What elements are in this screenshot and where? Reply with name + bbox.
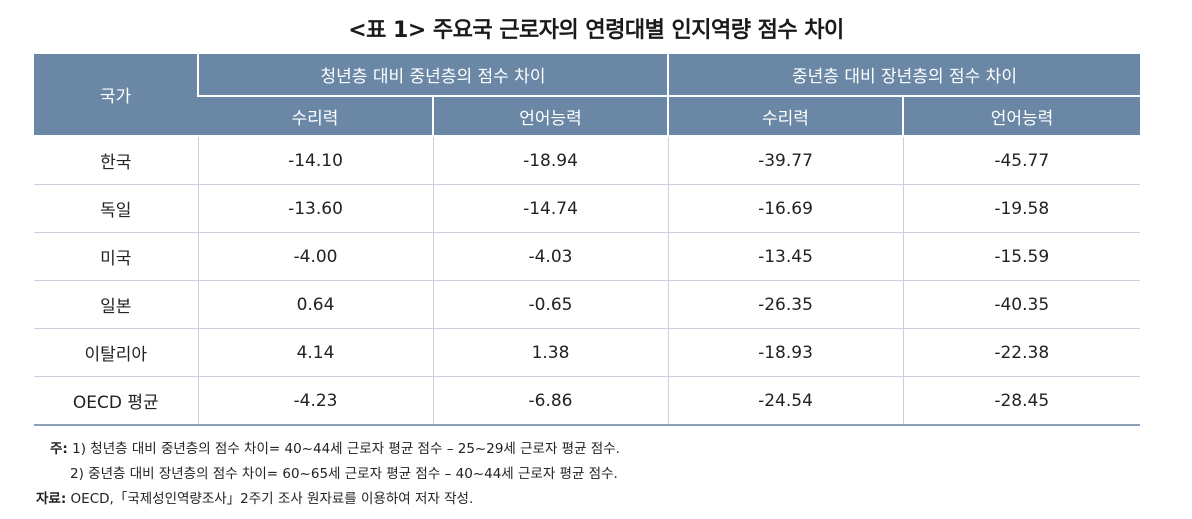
value-cell: -40.35 [902, 280, 1140, 329]
value-cell: -28.45 [902, 376, 1140, 426]
value-cell: -24.54 [667, 376, 903, 426]
sub-header-numeracy-1: 수리력 [198, 96, 433, 137]
value-cell: -22.38 [902, 328, 1140, 377]
value-cell: -18.94 [432, 136, 668, 185]
notes-label: 주: [50, 441, 68, 457]
footnote-1: 주: 1) 청년층 대비 중년층의 점수 차이= 40~44세 근로자 평균 점… [36, 437, 1156, 462]
table-row: OECD 평균 -4.23 -6.86 -24.54 -28.45 [34, 376, 1140, 426]
value-cell: -16.69 [667, 184, 903, 233]
value-cell: -13.60 [197, 184, 433, 233]
sub-header-literacy-2: 언어능력 [902, 96, 1140, 137]
value-cell: -26.35 [667, 280, 903, 329]
table-row: 이탈리아 4.14 1.38 -18.93 -22.38 [34, 328, 1140, 377]
value-cell: -14.74 [432, 184, 668, 233]
value-cell: -18.93 [667, 328, 903, 377]
footnote-1-text: 1) 청년층 대비 중년층의 점수 차이= 40~44세 근로자 평균 점수 –… [72, 441, 620, 457]
sub-header-numeracy-2: 수리력 [667, 96, 903, 137]
group-header-middle-vs-senior: 중년층 대비 장년층의 점수 차이 [667, 54, 1140, 97]
value-cell: -15.59 [902, 232, 1140, 281]
country-cell: 한국 [100, 153, 132, 173]
source-note: 자료: OECD,「국제성인역량조사」2주기 조사 원자료를 이용하여 저자 작… [36, 487, 1156, 512]
table-row: 한국 -14.10 -18.94 -39.77 -45.77 [34, 136, 1140, 185]
country-cell: 미국 [34, 232, 198, 281]
value-cell: -14.10 [197, 136, 433, 185]
value-cell: -4.23 [197, 376, 433, 426]
group-header-youth-vs-middle: 청년층 대비 중년층의 점수 차이 [197, 54, 668, 97]
sub-header-literacy-1: 언어능력 [432, 96, 668, 137]
table-title: <표 1> 주요국 근로자의 연령대별 인지역량 점수 차이 [348, 18, 844, 43]
value-cell: -19.58 [902, 184, 1140, 233]
value-cell: 0.64 [197, 280, 433, 329]
country-cell: 이탈리아 [34, 328, 198, 377]
score-difference-table: 국가 청년층 대비 중년층의 점수 차이 중년층 대비 장년층의 점수 차이 수… [34, 54, 1140, 426]
table-row: 일본 0.64 -0.65 -26.35 -40.35 [34, 280, 1140, 329]
value-cell: -0.65 [432, 280, 668, 329]
country-cell: 일본 [34, 280, 198, 329]
value-cell: -13.45 [667, 232, 903, 281]
value-cell: 4.14 [197, 328, 433, 377]
country-cell: 독일 [34, 184, 198, 233]
footnotes: 주: 1) 청년층 대비 중년층의 점수 차이= 40~44세 근로자 평균 점… [36, 437, 1156, 512]
source-label: 자료: [36, 491, 67, 507]
value-cell: -45.77 [902, 136, 1140, 185]
value-cell: 1.38 [432, 328, 668, 377]
footnote-2: 2) 중년층 대비 장년층의 점수 차이= 60~65세 근로자 평균 점수 –… [36, 462, 1156, 487]
source-text: OECD,「국제성인역량조사」2주기 조사 원자료를 이용하여 저자 작성. [70, 491, 474, 507]
value-cell: -4.00 [197, 232, 433, 281]
value-cell: -6.86 [432, 376, 668, 426]
country-cell: OECD 평균 [34, 376, 198, 426]
country-column-header: 국가 [34, 54, 198, 137]
value-cell: -39.77 [667, 136, 903, 185]
value-cell: -4.03 [432, 232, 668, 281]
footnote-2-text: 2) 중년층 대비 장년층의 점수 차이= 60~65세 근로자 평균 점수 –… [70, 466, 618, 482]
table-row: 미국 -4.00 -4.03 -13.45 -15.59 [34, 232, 1140, 281]
table-row: 독일 -13.60 -14.74 -16.69 -19.58 [34, 184, 1140, 233]
